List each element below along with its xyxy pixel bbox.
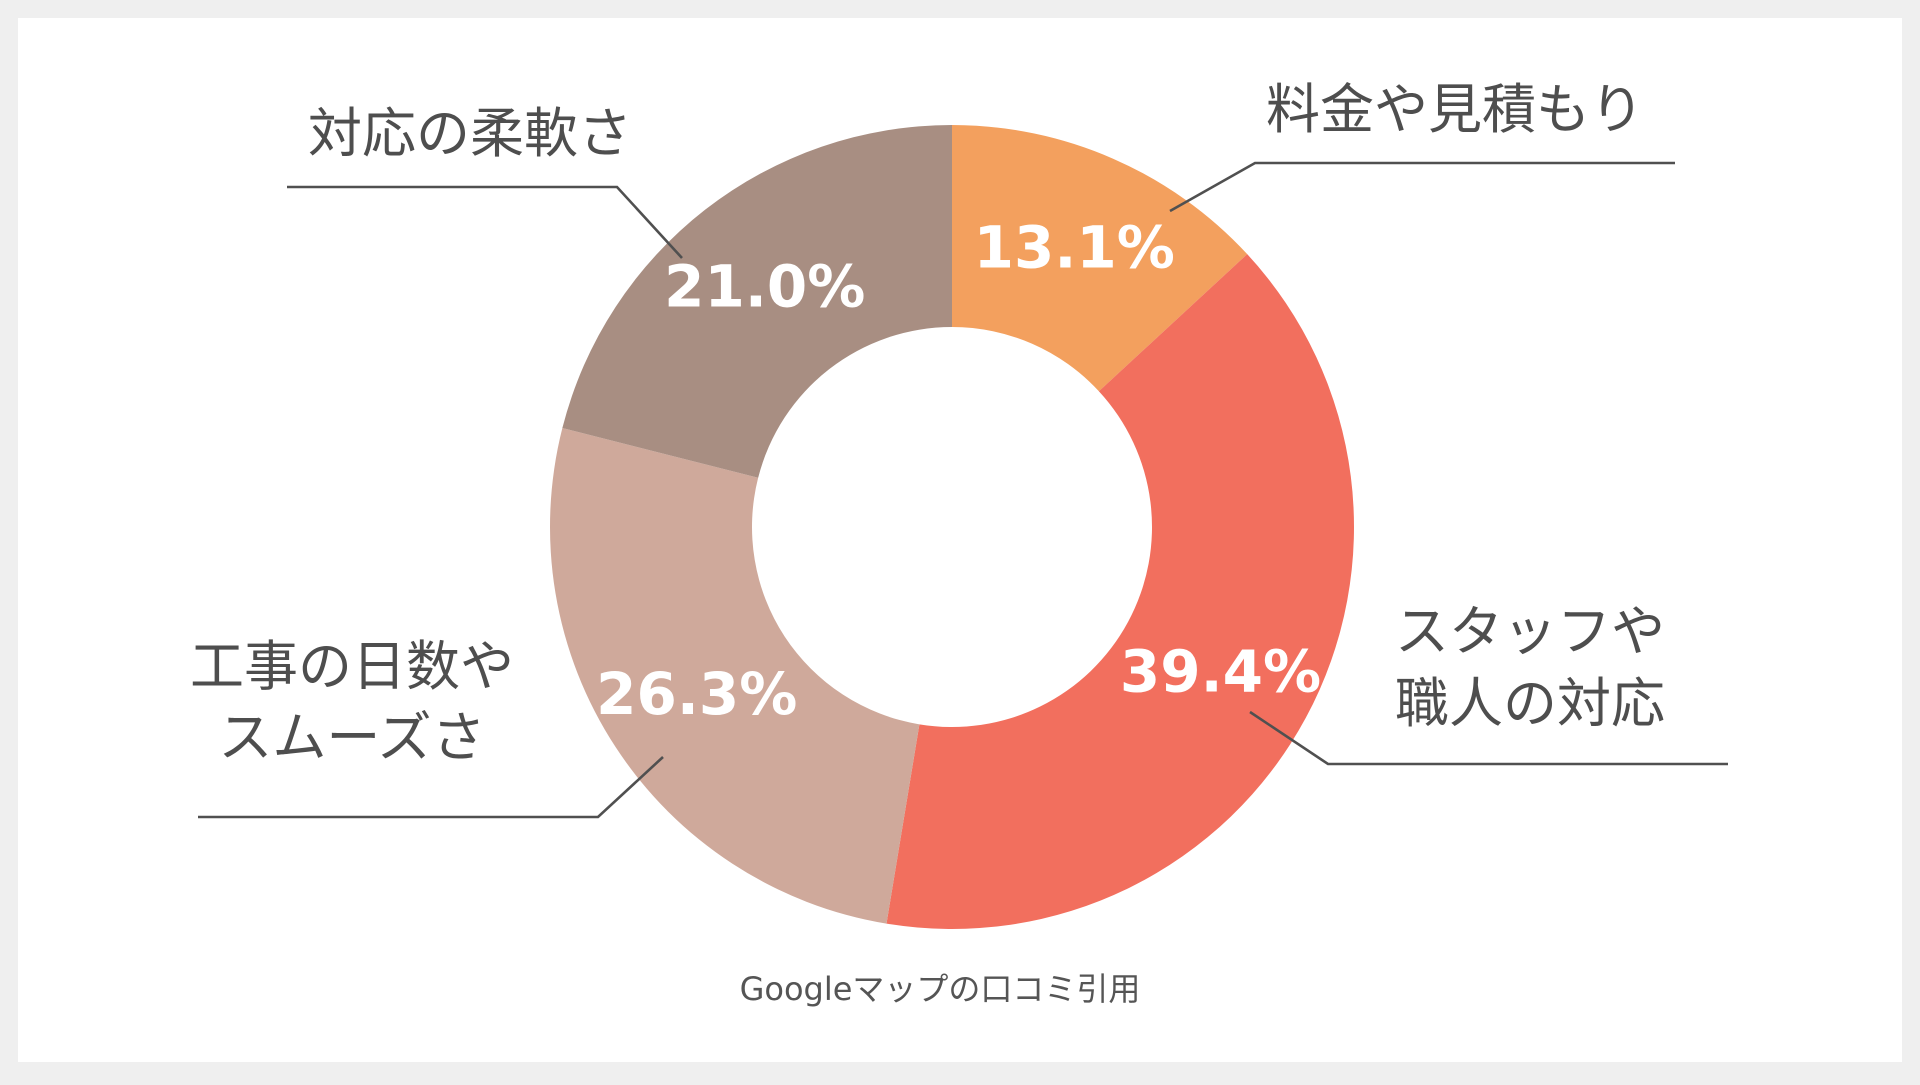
leader-line [1249,710,1728,766]
donut-slice [952,125,1248,392]
slice-category-label: 料金や見積もり [1266,78,1644,141]
slice-category-label: スムーズさ [218,706,485,769]
source-note: Googleマップの口コミ引用 [740,970,1141,1008]
donut-slice [886,254,1354,929]
leader-line [198,756,664,819]
leader-line [287,185,683,259]
slice-value-label: 21.0% [664,252,865,320]
slice-group [550,125,1354,929]
donut-slice [550,428,920,924]
slice-category-label: 対応の柔軟さ [308,102,632,165]
slice-value-label: 39.4% [1120,638,1321,706]
slice-category-label: 工事の日数や [190,635,514,698]
slice-value-label: 26.3% [596,660,797,728]
leader-line-group [198,161,1728,819]
leader-line [1169,161,1675,213]
donut-slice [562,125,952,478]
slice-category-label: 職人の対応 [1395,672,1665,735]
slice-category-label: スタッフや [1395,600,1665,663]
slice-value-label: 13.1% [974,214,1175,282]
